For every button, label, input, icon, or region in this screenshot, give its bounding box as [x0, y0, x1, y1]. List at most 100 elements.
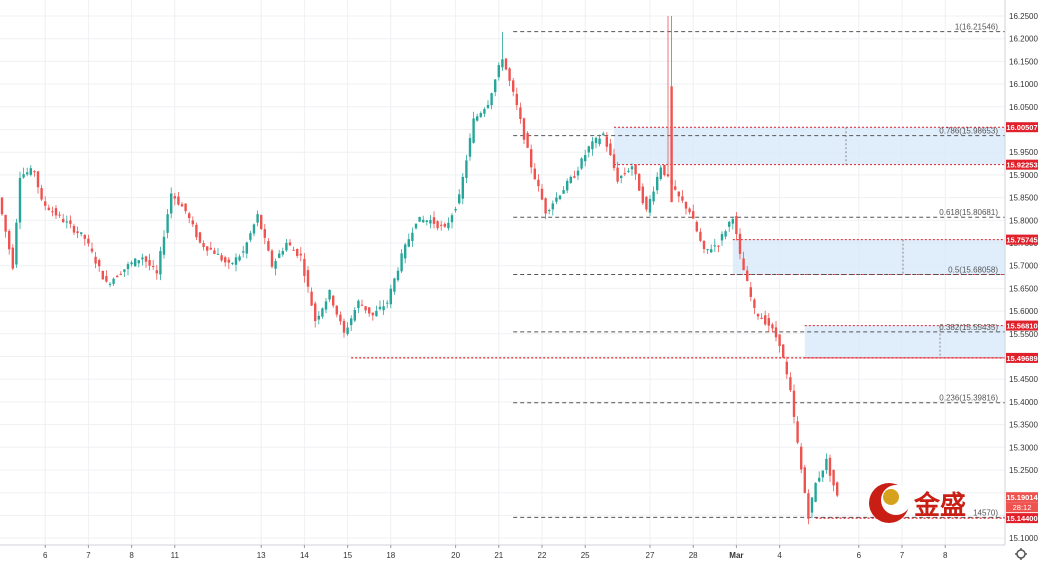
candle-body	[202, 243, 205, 247]
candle-body	[522, 118, 526, 140]
candle-body	[335, 305, 338, 315]
candle-body	[530, 149, 533, 168]
candle-body	[263, 229, 266, 238]
candle-body	[623, 173, 626, 175]
candle-body	[728, 221, 731, 227]
candle-body	[411, 232, 414, 241]
candle-body	[180, 204, 184, 207]
candle-body	[612, 154, 616, 169]
candle-body	[357, 300, 360, 309]
candle-body	[242, 251, 245, 253]
candle-body	[245, 242, 248, 254]
zone-top-tag: 16.00507	[1006, 123, 1037, 132]
candle-body	[828, 457, 832, 476]
candle-body	[569, 176, 572, 183]
candle-body	[216, 253, 220, 255]
candle-body	[396, 270, 400, 281]
candle-body	[364, 306, 367, 311]
candle-body	[137, 260, 140, 264]
candle-body	[317, 315, 320, 320]
date-tick-label: 20	[451, 551, 460, 560]
candle-body	[551, 203, 554, 210]
candle-body	[234, 257, 238, 265]
candle-body	[11, 247, 14, 269]
candle-body	[274, 261, 277, 269]
last-price-tag-bg	[1006, 492, 1038, 503]
gear-icon[interactable]	[1015, 548, 1027, 560]
candle-body	[782, 344, 785, 358]
candle-body	[533, 168, 536, 180]
candle-body	[717, 245, 720, 247]
candle-body	[285, 242, 288, 251]
date-tick-label: 4	[777, 551, 782, 560]
fib-zones	[351, 126, 1005, 519]
candle-body	[62, 218, 65, 223]
candle-body	[609, 143, 612, 156]
candle-body	[108, 283, 112, 285]
candle-body	[65, 221, 68, 223]
candle-body	[44, 201, 47, 206]
candle-body	[249, 233, 252, 240]
candle-body	[724, 231, 727, 237]
candle-body	[587, 146, 590, 153]
fib-label: 0.236(15.39816)	[939, 394, 998, 403]
candle-body	[584, 155, 587, 162]
candle-body	[537, 179, 540, 187]
candle-body	[792, 390, 796, 417]
candle-body	[80, 232, 83, 234]
candle-body	[443, 223, 446, 227]
candle-body	[72, 225, 76, 233]
candle-body	[490, 93, 493, 106]
candle-body	[598, 138, 601, 145]
date-tick-label: 11	[171, 551, 180, 560]
price-tick: 15.90000	[1009, 171, 1038, 180]
zone-bottom-tag: 15.92253	[1006, 161, 1037, 170]
candle-body	[231, 262, 234, 264]
price-tick: 15.40000	[1009, 398, 1038, 407]
candle-body	[616, 167, 619, 182]
candle-body	[288, 242, 292, 246]
candle-body	[454, 208, 457, 211]
candle-body	[4, 215, 7, 232]
date-tick-label: 15	[343, 551, 352, 560]
candle-body	[126, 264, 130, 270]
candle-body	[526, 133, 529, 148]
candle-body	[299, 253, 302, 256]
candle-body	[310, 291, 313, 306]
candle-body	[749, 287, 752, 297]
candle-body	[94, 256, 97, 264]
price-tick: 15.95000	[1009, 148, 1038, 157]
candle-body	[18, 177, 22, 223]
candle-body	[602, 133, 605, 135]
candle-body	[684, 201, 688, 209]
countdown-label: 28:12	[1013, 503, 1032, 512]
candle-body	[422, 219, 425, 223]
candle-body	[58, 214, 61, 216]
zone-top-tag-bg	[1006, 234, 1038, 245]
candle-body	[436, 221, 439, 229]
price-tick: 16.15000	[1009, 57, 1038, 66]
candle-body	[144, 256, 148, 262]
candle-body	[227, 259, 230, 263]
candle-body	[209, 247, 212, 250]
candle-body	[51, 211, 54, 213]
candle-body	[450, 215, 454, 223]
fib-label: 0.618(15.80681)	[939, 208, 998, 217]
price-tick: 15.45000	[1009, 375, 1038, 384]
candle-body	[789, 377, 792, 391]
candle-body	[764, 315, 767, 325]
candle-body	[620, 175, 623, 179]
candle-body	[555, 197, 558, 202]
candle-body	[425, 220, 428, 222]
candle-body	[40, 188, 43, 200]
candle-body	[692, 211, 695, 219]
candle-body	[256, 214, 259, 223]
candle-body	[674, 186, 677, 190]
candle-body	[418, 216, 421, 222]
candle-body	[353, 309, 356, 321]
candle-body	[461, 176, 464, 199]
zone-bottom-tag-bg	[1006, 352, 1038, 363]
candle-body	[191, 220, 194, 225]
